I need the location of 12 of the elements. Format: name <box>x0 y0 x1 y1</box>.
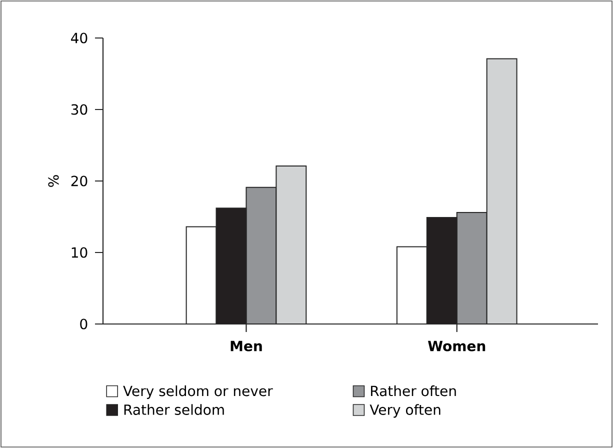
y-axis-title: % <box>48 175 59 187</box>
x-tick-label: Men <box>230 340 262 352</box>
legend-label: Very seldom or never <box>123 385 273 399</box>
legend-label: Rather often <box>371 385 456 396</box>
y-tick-label: 30 <box>71 104 88 115</box>
legend-label: Rather seldom <box>124 404 224 415</box>
y-tick-label: 10 <box>72 247 88 258</box>
y-tick-label: 40 <box>71 32 88 44</box>
legend-label: Very often <box>370 404 440 418</box>
y-tick-label: 0 <box>80 318 88 330</box>
y-tick-label: 20 <box>71 176 88 186</box>
x-tick-label: Women <box>428 340 486 352</box>
